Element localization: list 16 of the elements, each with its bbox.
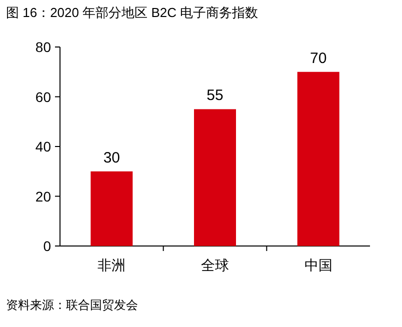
bar: [297, 72, 340, 246]
x-tick-label: 中国: [304, 257, 332, 273]
bar: [194, 109, 236, 246]
x-tick-label: 全球: [201, 257, 229, 273]
y-tick-label: 20: [35, 188, 52, 204]
y-tick-label: 40: [35, 138, 52, 154]
y-tick-label: 0: [43, 238, 52, 254]
text: 资料来源：联合国贸发会: [6, 298, 138, 312]
data-label: 70: [310, 50, 327, 67]
data-label: 30: [103, 149, 120, 166]
data-label: 55: [206, 87, 224, 104]
x-tick-label: 非洲: [98, 257, 126, 273]
bar: [90, 171, 133, 246]
y-tick-label: 60: [35, 88, 52, 105]
y-tick-label: 80: [35, 39, 52, 55]
chart-title: 图 16：2020 年部分地区 B2C 电子商务指数: [6, 5, 258, 20]
